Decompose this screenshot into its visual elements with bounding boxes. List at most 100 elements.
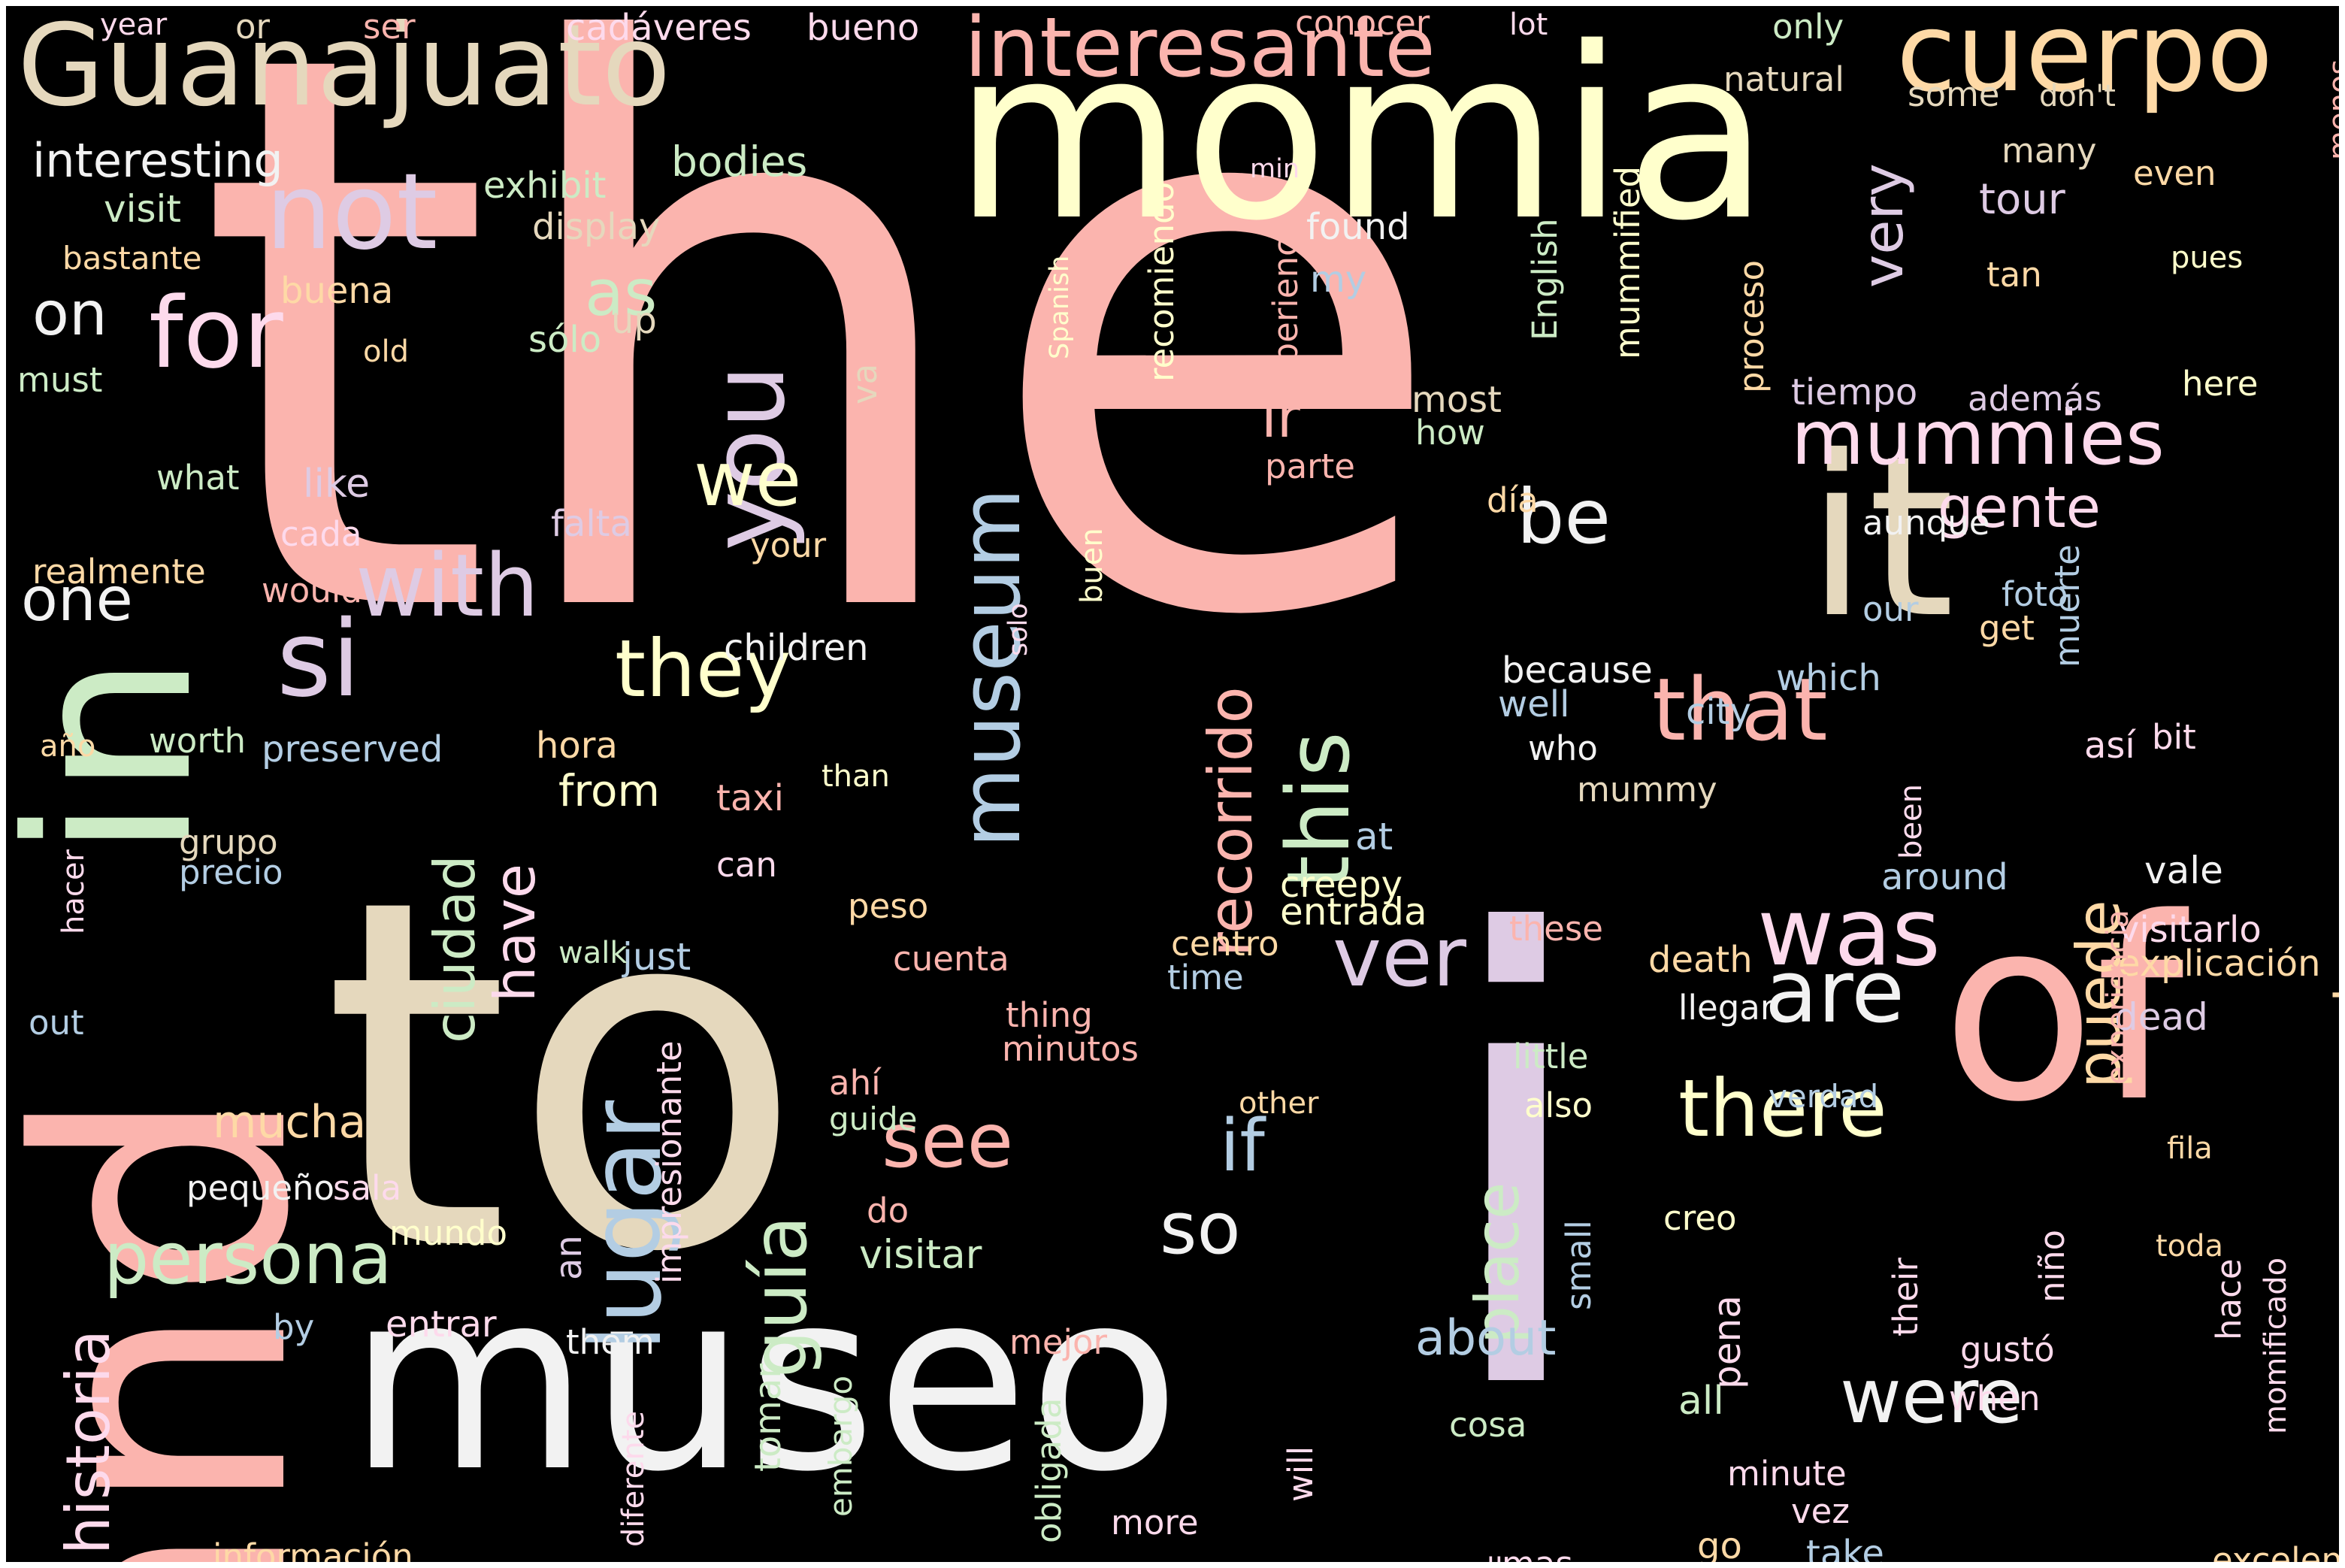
word-11: cuerpo xyxy=(1896,0,2274,117)
word-135: peso xyxy=(848,886,929,926)
word-17: not xyxy=(265,151,438,274)
word-25: be xyxy=(1517,473,1611,561)
word-6: of xyxy=(1941,864,2184,1158)
word-142: death xyxy=(1648,939,1753,981)
word-0: the xyxy=(194,0,1452,783)
word-107: cada xyxy=(280,514,362,554)
word-172: información xyxy=(213,1536,413,1568)
word-94: old xyxy=(363,334,409,369)
word-14: museum xyxy=(943,488,1039,848)
word-81: don't xyxy=(2039,79,2116,114)
word-62: vale xyxy=(2144,849,2223,892)
word-49: as xyxy=(585,256,658,331)
word-149: little xyxy=(1513,1037,1589,1076)
word-42: people xyxy=(2324,955,2345,1134)
word-15: mummies xyxy=(1791,394,2165,482)
word-145: out xyxy=(29,1003,84,1043)
word-78: only xyxy=(1772,7,1844,47)
word-174: really xyxy=(1438,1554,1521,1562)
word-48: on xyxy=(32,279,107,349)
word-102: what xyxy=(156,458,240,498)
word-128: taxi xyxy=(716,777,784,819)
word-164: mejor xyxy=(1009,1322,1108,1362)
word-122: preserved xyxy=(262,728,443,770)
word-192: niño xyxy=(2032,1229,2072,1303)
word-159: mundo xyxy=(389,1213,507,1253)
word-156: pequeño xyxy=(186,1168,335,1208)
word-110: would xyxy=(262,571,362,610)
word-24: are xyxy=(1765,942,1905,1043)
word-137: centro xyxy=(1171,924,1279,964)
word-10: interesante xyxy=(964,0,1436,95)
word-66: take xyxy=(1806,1533,1884,1568)
word-34: ciudad xyxy=(422,855,488,1043)
word-32: historia xyxy=(53,1329,123,1554)
word-127: mummy xyxy=(1577,770,1717,810)
word-98: how xyxy=(1415,413,1485,453)
word-117: which xyxy=(1776,657,1881,699)
word-179: English xyxy=(1525,218,1565,341)
word-3: i xyxy=(1430,809,1602,1526)
word-193: hace xyxy=(2209,1258,2249,1340)
word-50: ir xyxy=(1261,384,1300,450)
word-133: around xyxy=(1881,856,2008,898)
word-21: they xyxy=(615,623,791,715)
word-23: was xyxy=(1757,878,1941,987)
word-37: if xyxy=(1220,1105,1265,1188)
word-1: to xyxy=(322,797,805,1357)
word-109: realmente xyxy=(32,552,206,592)
word-115: children xyxy=(724,627,869,669)
word-170: more xyxy=(1111,1503,1199,1542)
word-188: experiencia xyxy=(2101,910,2135,1085)
word-74: cadáveres xyxy=(566,7,752,49)
word-182: va xyxy=(845,363,885,404)
word-77: lot xyxy=(1509,8,1548,42)
word-105: falta xyxy=(551,503,632,545)
word-82: exhibit xyxy=(483,165,607,207)
word-119: city xyxy=(1686,691,1751,733)
word-88: many xyxy=(2002,131,2097,171)
word-20: with xyxy=(356,536,539,637)
word-121: worth xyxy=(149,721,247,761)
word-147: llegar xyxy=(1678,988,1775,1028)
word-29: recorrido xyxy=(1196,686,1266,957)
word-146: thing xyxy=(1006,995,1093,1035)
word-51: interesting xyxy=(32,133,283,188)
word-57: an xyxy=(548,1235,590,1280)
word-76: conocer xyxy=(1295,3,1430,43)
word-134: creepy xyxy=(1280,864,1403,906)
word-80: some xyxy=(1908,74,2000,114)
word-136: cuenta xyxy=(893,939,1009,979)
word-27: were xyxy=(1840,1352,2023,1440)
word-165: gustó xyxy=(1960,1330,2055,1370)
word-166: cosa xyxy=(1449,1405,1527,1445)
word-35: have xyxy=(482,863,548,1002)
word-83: display xyxy=(532,206,661,248)
word-112: get xyxy=(1979,608,2035,648)
word-183: min xyxy=(1250,154,1300,184)
word-184: solo xyxy=(1003,603,1033,656)
word-55: about xyxy=(1415,1310,1557,1367)
word-138: these xyxy=(1509,909,1603,949)
word-28: there xyxy=(1678,1063,1887,1155)
word-114: buen xyxy=(1075,528,1109,604)
word-158: do xyxy=(867,1191,909,1230)
word-169: vez xyxy=(1791,1491,1850,1531)
word-141: time xyxy=(1167,958,1244,997)
word-126: bit xyxy=(2152,717,2196,757)
word-113: our xyxy=(1862,589,1919,629)
word-60: just xyxy=(622,935,691,979)
word-148: minutos xyxy=(1002,1029,1139,1069)
word-178: experience xyxy=(1266,216,1306,404)
word-87: my xyxy=(1310,259,1367,301)
word-168: minute xyxy=(1727,1454,1847,1494)
word-167: when xyxy=(1949,1379,2041,1418)
word-150: ahí xyxy=(829,1063,881,1103)
word-73: ser xyxy=(363,7,416,47)
word-39: so xyxy=(1160,1188,1241,1270)
word-99: tiempo xyxy=(1791,371,1918,413)
word-65: go xyxy=(1697,1525,1742,1567)
word-59: at xyxy=(1355,815,1393,858)
word-130: grupo xyxy=(179,822,278,862)
word-16: that xyxy=(1652,660,1828,761)
